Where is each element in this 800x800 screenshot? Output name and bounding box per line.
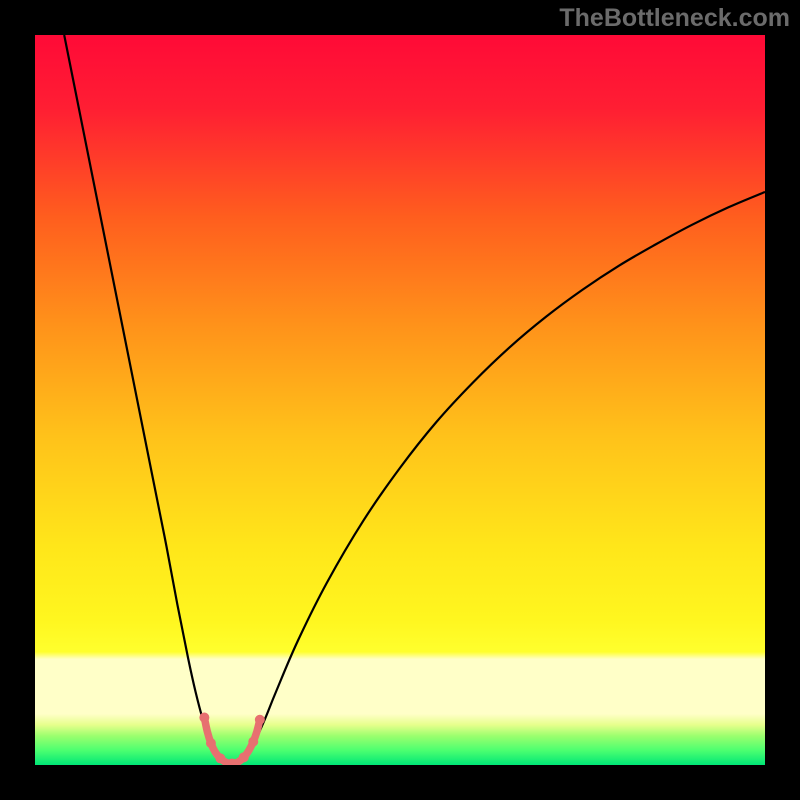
bottleneck-curve xyxy=(64,35,765,765)
arc-marker xyxy=(239,753,248,762)
arc-marker xyxy=(255,715,264,724)
arc-marker xyxy=(228,759,237,765)
arc-marker xyxy=(249,737,258,746)
chart-frame: TheBottleneck.com xyxy=(0,0,800,800)
arc-marker xyxy=(216,754,225,763)
arc-marker xyxy=(200,713,209,722)
plot-area xyxy=(35,35,765,765)
arc-marker xyxy=(206,739,215,748)
watermark-text: TheBottleneck.com xyxy=(559,4,790,33)
curve-layer xyxy=(35,35,765,765)
